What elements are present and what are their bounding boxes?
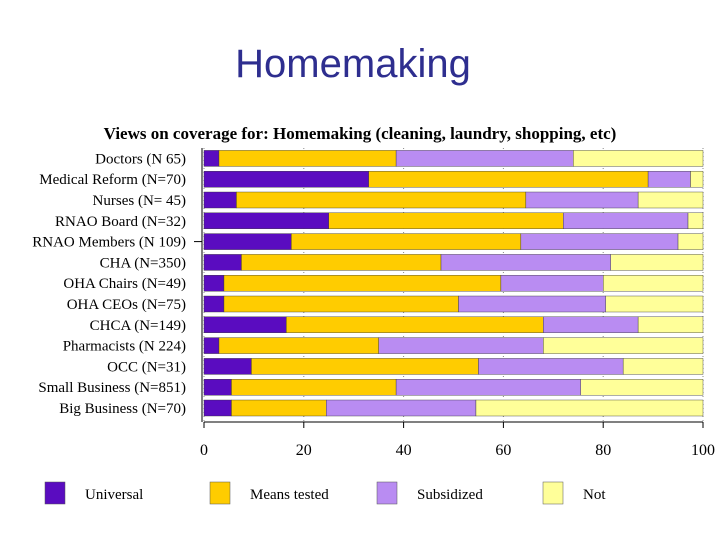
bar-means-tested-chca-n-149: [286, 316, 544, 333]
legend-swatch-means-tested: [209, 481, 231, 505]
legend-swatch-not: [542, 481, 564, 505]
bar-subsidized-pharmacists-n-224: [378, 337, 544, 354]
category-label: Big Business (N=70): [59, 401, 186, 417]
legend-swatch-universal: [44, 481, 66, 505]
category-label: OHA Chairs (N=49): [63, 276, 186, 292]
category-label: Medical Reform (N=70): [39, 172, 186, 188]
bar-universal-small-business-n-851: [203, 379, 232, 396]
bars: [203, 150, 704, 417]
legend-label-subsidized: Subsidized: [417, 487, 483, 503]
legend: Universal Means tested Subsidized Not: [44, 481, 606, 505]
bar-subsidized-big-business-n-70: [326, 399, 477, 417]
x-tick-label: 80: [595, 442, 611, 459]
bar-means-tested-oha-chairs-n-49: [223, 275, 502, 292]
bar-universal-medical-reform-n-70: [203, 170, 369, 188]
x-tick-label: 100: [691, 442, 715, 459]
bar-not-cha-n-350: [610, 254, 704, 271]
bar-not-oha-ceos-n-75: [605, 295, 704, 313]
bar-subsidized-small-business-n-851: [395, 379, 581, 396]
slide-title: Homemaking: [235, 42, 471, 86]
bar-universal-big-business-n-70: [203, 399, 232, 417]
category-label: Doctors (N 65): [95, 151, 186, 167]
bar-universal-pharmacists-n-224: [203, 337, 220, 354]
bar-subsidized-rnao-board-n-32: [563, 212, 689, 230]
category-labels: Doctors (N 65) Medical Reform (N=70) Nurse…: [32, 151, 186, 417]
category-label: CHCA (N=149): [90, 318, 186, 334]
bar-not-medical-reform-n-70: [690, 170, 704, 188]
x-tick-label: 0: [200, 442, 208, 459]
bar-not-chca-n-149: [637, 316, 704, 333]
bar-not-occ-n-31: [622, 358, 704, 375]
legend-swatch-subsidized: [376, 481, 398, 505]
bar-subsidized-occ-n-31: [478, 358, 624, 375]
bar-not-small-business-n-851: [580, 379, 704, 396]
bar-subsidized-doctors-n-65: [395, 150, 574, 167]
category-label: OCC (N=31): [107, 359, 186, 375]
bar-means-tested-small-business-n-851: [231, 379, 397, 396]
bar-means-tested-medical-reform-n-70: [368, 170, 649, 188]
bar-subsidized-cha-n-350: [440, 254, 611, 271]
bar-means-tested-rnao-board-n-32: [328, 212, 564, 230]
category-label: RNAO Board (N=32): [55, 214, 186, 230]
bar-universal-occ-n-31: [203, 358, 252, 375]
bar-universal-rnao-board-n-32: [203, 212, 329, 230]
category-label: Nurses (N= 45): [93, 193, 186, 209]
category-label: Pharmacists (N 224): [63, 339, 186, 355]
bar-not-doctors-n-65: [573, 150, 704, 167]
bar-universal-rnao-members-n-109: [203, 233, 292, 250]
category-label: CHA (N=350): [100, 255, 186, 271]
bar-not-nurses-n-45: [637, 191, 704, 209]
bar-means-tested-cha-n-350: [241, 254, 442, 271]
bar-universal-cha-n-350: [203, 254, 242, 271]
x-tick-label: 20: [296, 442, 312, 459]
chart-title: Views on coverage for: Homemaking (clean…: [104, 124, 617, 143]
bar-means-tested-occ-n-31: [251, 358, 479, 375]
bar-subsidized-oha-chairs-n-49: [500, 275, 604, 292]
bar-subsidized-rnao-members-n-109: [520, 233, 679, 250]
bar-means-tested-oha-ceos-n-75: [223, 295, 459, 313]
legend-label-means-tested: Means tested: [250, 487, 329, 503]
bar-not-big-business-n-70: [475, 399, 704, 417]
bar-means-tested-rnao-members-n-109: [291, 233, 522, 250]
bar-subsidized-oha-ceos-n-75: [458, 295, 606, 313]
legend-label-universal: Universal: [85, 487, 143, 503]
bar-universal-oha-chairs-n-49: [203, 275, 225, 292]
bar-means-tested-pharmacists-n-224: [218, 337, 379, 354]
bar-not-rnao-members-n-109: [677, 233, 704, 250]
x-tick-label: 60: [495, 442, 511, 459]
category-label: OHA CEOs (N=75): [67, 297, 186, 313]
legend-label-not: Not: [583, 487, 606, 503]
category-label: RNAO Members (N 109): [32, 235, 186, 251]
bar-subsidized-chca-n-149: [543, 316, 639, 333]
bar-not-pharmacists-n-224: [543, 337, 704, 354]
bar-means-tested-doctors-n-65: [218, 150, 397, 167]
x-axis: 0 20 40 60 80 100: [194, 148, 715, 459]
bar-means-tested-nurses-n-45: [236, 191, 527, 209]
bar-universal-chca-n-149: [203, 316, 287, 333]
bar-subsidized-nurses-n-45: [525, 191, 639, 209]
bar-not-rnao-board-n-32: [687, 212, 704, 230]
bar-universal-oha-ceos-n-75: [203, 295, 225, 313]
bar-subsidized-medical-reform-n-70: [647, 170, 691, 188]
bar-means-tested-big-business-n-70: [231, 399, 327, 417]
category-label: Small Business (N=851): [38, 380, 186, 396]
bar-not-oha-chairs-n-49: [603, 275, 704, 292]
x-tick-label: 40: [396, 442, 412, 459]
bar-universal-nurses-n-45: [203, 191, 237, 209]
bar-universal-doctors-n-65: [203, 150, 220, 167]
